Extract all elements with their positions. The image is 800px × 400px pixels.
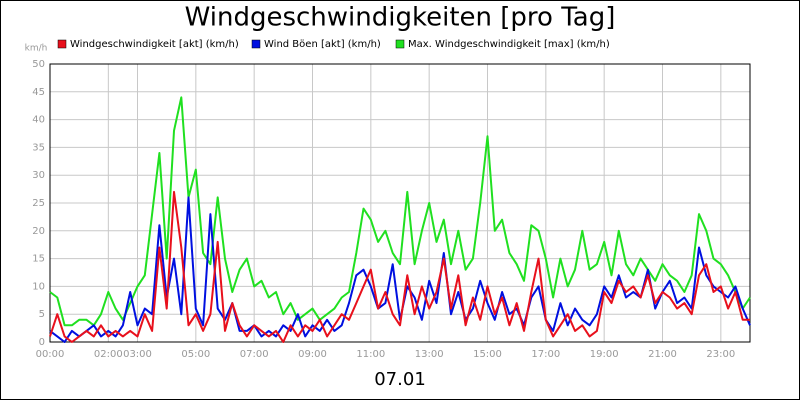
y-tick-label: 20	[32, 226, 45, 237]
x-axis-label: 07.01	[374, 369, 426, 390]
legend-label: Windgeschwindigkeit [akt] (km/h)	[70, 39, 239, 50]
x-tick-label: 19:00	[590, 349, 619, 360]
x-tick-label: 07:00	[240, 349, 269, 360]
x-tick-label: 02:00	[94, 349, 123, 360]
x-tick-label: 00:00	[36, 349, 65, 360]
y-tick-label: 45	[32, 87, 45, 98]
y-tick-label: 35	[32, 142, 45, 153]
chart-title: Windgeschwindigkeiten [pro Tag]	[185, 3, 616, 33]
y-tick-label: 5	[39, 309, 45, 320]
x-tick-label: 21:00	[648, 349, 677, 360]
legend-label: Max. Windgeschwindigkeit [max] (km/h)	[408, 39, 610, 50]
legend-swatch	[251, 39, 261, 49]
series-line	[49, 190, 750, 343]
y-tick-label: 50	[32, 59, 45, 70]
legend-label: Wind Böen [akt] (km/h)	[264, 39, 381, 50]
y-tick-label: 10	[32, 281, 45, 292]
y-tick-label: 25	[32, 198, 45, 209]
legend-swatch	[57, 39, 67, 49]
plot-border	[49, 63, 751, 343]
y-tick-label: 40	[32, 115, 45, 126]
series-line	[49, 96, 751, 327]
x-tick-label: 03:00	[123, 349, 152, 360]
x-tick-label: 17:00	[531, 349, 560, 360]
legend-swatch	[395, 39, 405, 49]
x-tick-label: 13:00	[415, 349, 444, 360]
y-tick-label: 0	[39, 337, 45, 348]
x-tick-label: 15:00	[473, 349, 502, 360]
x-tick-label: 23:00	[706, 349, 735, 360]
y-axis-label: km/h	[25, 44, 48, 54]
y-tick-label: 15	[32, 254, 45, 265]
x-tick-label: 05:00	[181, 349, 210, 360]
x-tick-label: 09:00	[298, 349, 327, 360]
x-tick-label: 11:00	[356, 349, 385, 360]
y-tick-label: 30	[32, 170, 45, 181]
